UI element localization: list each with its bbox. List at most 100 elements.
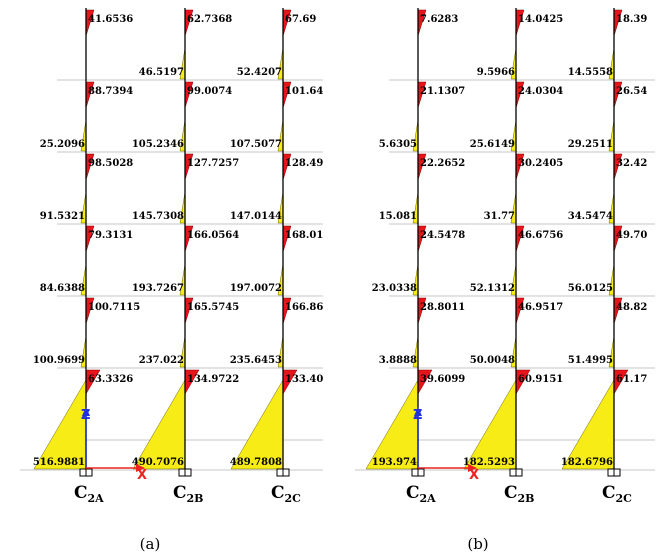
moment-label-bottom: 56.0125 xyxy=(568,283,613,294)
column-segment: 46.6756 52.1312 xyxy=(470,224,563,296)
column-label: C2B xyxy=(173,483,203,505)
x-arrow-head xyxy=(468,464,477,472)
column-segment: 166.0564 193.7267 xyxy=(132,224,239,296)
moment-label-top: 88.7394 xyxy=(88,86,133,97)
moment-label-bottom: 52.1312 xyxy=(470,283,515,294)
moment-label-top: 166.0564 xyxy=(187,230,239,241)
column-segment: 127.7257 145.7308 xyxy=(132,152,239,224)
moment-label-bottom: 15.081 xyxy=(379,211,417,222)
moment-label-bottom: 237.022 xyxy=(139,355,184,366)
moment-label-bottom: 84.6388 xyxy=(40,283,85,294)
moment-label-top: 63.3326 xyxy=(88,374,133,385)
moment-label-top: 46.6756 xyxy=(518,230,563,241)
column-segment: 67.69 52.4207 xyxy=(237,8,316,80)
column-segment: 7.6283 xyxy=(417,8,458,80)
moment-label-bottom: 23.0338 xyxy=(372,283,417,294)
moment-label-bottom: 100.9699 xyxy=(33,355,85,366)
column-segment: 28.8011 3.8888 xyxy=(379,296,465,368)
moment-label-bottom: 91.5321 xyxy=(40,211,85,222)
moment-label-bottom: 182.6796 xyxy=(561,457,613,468)
column-segment: 168.01 197.0072 xyxy=(230,224,323,296)
moment-label-bottom: 52.4207 xyxy=(237,67,282,78)
column-segment: 26.54 29.2511 xyxy=(568,80,647,152)
moment-label-top: 168.01 xyxy=(285,230,323,241)
moment-label-bottom: 31.77 xyxy=(484,211,515,222)
column-segment: 101.64 107.5077 xyxy=(230,80,323,152)
moment-label-top: 99.0074 xyxy=(187,86,232,97)
moment-label-bottom: 197.0072 xyxy=(230,283,282,294)
z-axis-label: Z xyxy=(81,408,90,423)
moment-label-top: 18.39 xyxy=(616,14,647,25)
column-segment: 99.0074 105.2346 xyxy=(132,80,232,152)
moment-label-bottom: 50.0048 xyxy=(470,355,515,366)
column-segment: 46.9517 50.0048 xyxy=(470,296,563,368)
column-segment: 62.7368 46.5197 xyxy=(139,8,232,80)
positive-moment-shape xyxy=(463,379,517,470)
moment-label-top: 41.6536 xyxy=(88,14,133,25)
column-segment: 21.1307 5.6305 xyxy=(379,80,465,152)
moment-label-top: 22.2652 xyxy=(420,158,465,169)
moment-label-bottom: 34.5474 xyxy=(568,211,613,222)
positive-moment-shape xyxy=(132,379,186,470)
z-arrow-head xyxy=(414,407,422,416)
moment-label-bottom: 105.2346 xyxy=(132,139,184,150)
column-support xyxy=(276,468,290,477)
moment-label-bottom: 5.6305 xyxy=(379,139,417,150)
x-axis-label: X xyxy=(137,468,147,483)
axis-indicator: ZX xyxy=(81,407,147,483)
column-segment: 133.40 489.7808 xyxy=(230,368,323,470)
column-segment: 41.6536 xyxy=(85,8,133,80)
panel-caption: (b) xyxy=(467,535,488,553)
moment-label-bottom: 14.5558 xyxy=(568,67,613,78)
column-label: C2C xyxy=(271,483,301,505)
moment-label-top: 133.40 xyxy=(285,374,323,385)
moment-label-top: 60.9151 xyxy=(518,374,563,385)
moment-label-bottom: 25.2096 xyxy=(40,139,85,150)
column-segment: 88.7394 25.2096 xyxy=(40,80,133,152)
moment-label-top: 62.7368 xyxy=(187,14,232,25)
column-segment: 49.70 56.0125 xyxy=(568,224,647,296)
moment-label-top: 26.54 xyxy=(616,86,647,97)
moment-label-bottom: 193.974 xyxy=(372,457,417,468)
column-support xyxy=(178,468,192,477)
moment-label-top: 127.7257 xyxy=(187,158,239,169)
column-label: C2B xyxy=(504,483,534,505)
moment-label-bottom: 193.7267 xyxy=(132,283,184,294)
column-segment: 18.39 14.5558 xyxy=(568,8,647,80)
column-label: C2C xyxy=(602,483,632,505)
moment-label-top: 61.17 xyxy=(616,374,647,385)
panel-b: 7.6283 14.0425 9.5966 18.39 14.5558 21.1307 5.… xyxy=(355,8,655,553)
moment-label-bottom: 46.5197 xyxy=(139,67,184,78)
moment-label-top: 46.9517 xyxy=(518,302,563,313)
moment-label-top: 39.6099 xyxy=(420,374,465,385)
positive-moment-shape xyxy=(33,379,87,470)
column-segment: 14.0425 9.5966 xyxy=(477,8,563,80)
moment-label-top: 79.3131 xyxy=(88,230,133,241)
moment-label-top: 24.0304 xyxy=(518,86,563,97)
moment-label-top: 67.69 xyxy=(285,14,316,25)
moment-label-bottom: 51.4995 xyxy=(568,355,613,366)
column-segment: 60.9151 182.5293 xyxy=(463,368,563,470)
column-segment: 32.42 34.5474 xyxy=(568,152,647,224)
moment-label-top: 30.2405 xyxy=(518,158,563,169)
moment-label-bottom: 145.7308 xyxy=(132,211,184,222)
moment-label-top: 48.82 xyxy=(616,302,647,313)
moment-label-bottom: 9.5966 xyxy=(477,67,515,78)
moment-label-top: 165.5745 xyxy=(187,302,239,313)
positive-moment-shape xyxy=(561,379,615,470)
moment-label-top: 14.0425 xyxy=(518,14,563,25)
column-segment: 61.17 182.6796 xyxy=(561,368,647,470)
column-support xyxy=(79,468,93,477)
moment-label-top: 21.1307 xyxy=(420,86,465,97)
moment-label-top: 28.8011 xyxy=(420,302,465,313)
moment-label-top: 98.5028 xyxy=(88,158,133,169)
z-arrow-head xyxy=(82,407,90,416)
moment-label-bottom: 29.2511 xyxy=(568,139,613,150)
moment-label-top: 24.5478 xyxy=(420,230,465,241)
axis-indicator: ZX xyxy=(413,407,479,483)
column-label: C2A xyxy=(74,483,104,505)
moment-label-bottom: 147.0144 xyxy=(230,211,282,222)
x-axis-label: X xyxy=(469,468,479,483)
column-segment: 98.5028 91.5321 xyxy=(40,152,133,224)
moment-label-bottom: 489.7808 xyxy=(230,457,282,468)
